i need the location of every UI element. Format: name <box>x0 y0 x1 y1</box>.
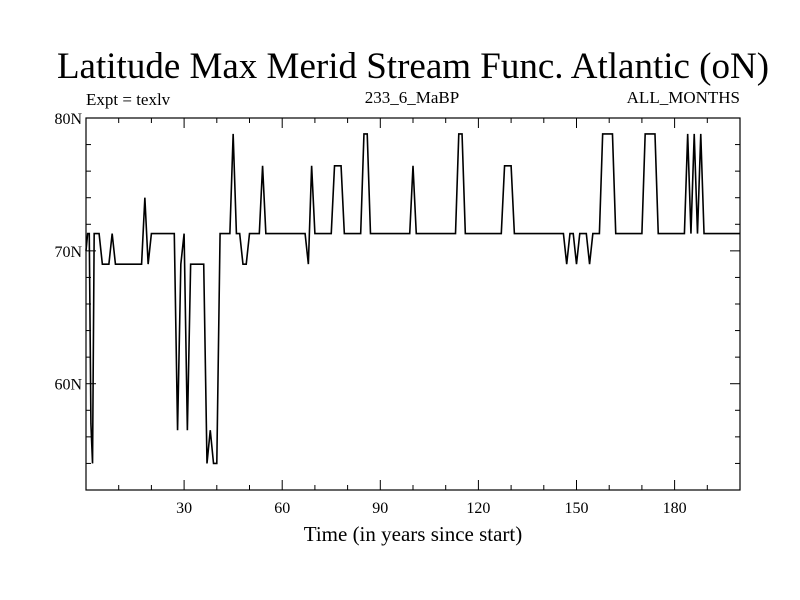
x-tick-label: 60 <box>274 500 290 517</box>
subtitle-left: Expt = texlv <box>86 90 171 109</box>
y-tick-label: 70N <box>54 244 82 261</box>
y-tick-label: 80N <box>54 111 82 128</box>
chart-title: Latitude Max Merid Stream Func. Atlantic… <box>57 46 769 87</box>
series-line <box>85 133 740 465</box>
subtitle-right: ALL_MONTHS <box>627 88 740 107</box>
x-tick-label: 120 <box>466 500 490 517</box>
x-tick-label: 30 <box>176 500 192 517</box>
x-tick-label: 150 <box>565 500 589 517</box>
x-tick-label: 180 <box>663 500 687 517</box>
x-axis-label: Time (in years since start) <box>304 522 523 546</box>
subtitle-center: 233_6_MaBP <box>365 88 459 107</box>
y-tick-label: 60N <box>54 377 82 394</box>
x-tick-label: 90 <box>372 500 388 517</box>
axis-ticks <box>86 118 740 490</box>
axis-tick-labels: 30 60 90 120 150 180 60N 70N 80N <box>54 111 686 517</box>
